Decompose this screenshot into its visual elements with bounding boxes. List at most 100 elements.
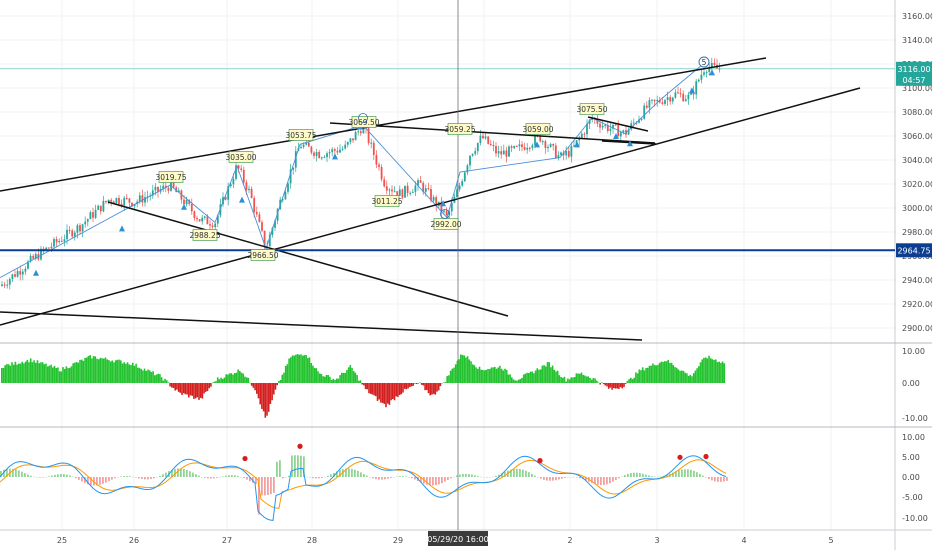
oscillator-bar bbox=[485, 369, 488, 383]
candle bbox=[94, 209, 97, 218]
time-tick: 29 bbox=[393, 536, 403, 545]
macd-histogram-bar bbox=[174, 468, 176, 477]
oscillator-bar bbox=[499, 365, 501, 383]
candle bbox=[318, 152, 321, 159]
oscillator-bar bbox=[206, 383, 209, 392]
oscillator-bar bbox=[208, 383, 210, 389]
wave-label: 3053.75 bbox=[285, 131, 316, 140]
price-tick: 2940.00 bbox=[902, 276, 932, 285]
oscillator-bar bbox=[205, 383, 207, 392]
oscillator-bar bbox=[434, 383, 437, 395]
candle bbox=[479, 135, 482, 143]
oscillator-bar bbox=[249, 382, 251, 384]
macd-histogram-bar bbox=[273, 477, 275, 493]
oscillator-bar bbox=[584, 375, 586, 383]
signal-triangle bbox=[181, 203, 187, 210]
macd-histogram-bar bbox=[294, 455, 296, 477]
wave-circle bbox=[698, 56, 710, 68]
signal-triangle bbox=[709, 69, 715, 76]
macd-histogram-bar bbox=[0, 470, 2, 477]
macd-histogram-bar bbox=[345, 468, 347, 477]
candle bbox=[190, 203, 193, 212]
candle bbox=[281, 199, 284, 201]
candle bbox=[606, 125, 609, 131]
macd-histogram-bar bbox=[291, 455, 293, 477]
oscillator-bar bbox=[347, 367, 350, 383]
oscillator-bar bbox=[43, 364, 46, 383]
oscillator-bar bbox=[718, 361, 720, 383]
wave-label: 3035.00 bbox=[225, 153, 256, 162]
macd-histogram-bar bbox=[186, 469, 188, 477]
macd-cross-dot bbox=[677, 454, 683, 460]
oscillator-bar bbox=[162, 380, 165, 383]
oscillator-bar bbox=[53, 365, 56, 383]
macd-histogram-bar bbox=[237, 475, 239, 477]
oscillator-bar bbox=[164, 378, 166, 383]
macd-histogram-bar bbox=[381, 477, 383, 480]
macd-histogram-bar bbox=[681, 469, 683, 477]
candle bbox=[604, 125, 607, 127]
oscillator-bar bbox=[487, 368, 489, 383]
candle bbox=[396, 191, 399, 196]
macd-histogram-bar bbox=[459, 474, 461, 477]
oscillator-bar bbox=[201, 383, 204, 399]
candle bbox=[375, 154, 378, 165]
oscillator-bar bbox=[429, 383, 431, 396]
macd-histogram-bar bbox=[333, 472, 335, 477]
candle bbox=[640, 118, 643, 120]
oscillator-bar bbox=[431, 383, 433, 395]
oscillator-bar bbox=[279, 380, 282, 383]
oscillator-bar bbox=[303, 355, 306, 383]
oscillator-bar bbox=[395, 383, 397, 397]
candle bbox=[697, 79, 700, 82]
oscillator-bar bbox=[613, 383, 615, 388]
macd-histogram-bar bbox=[561, 477, 563, 479]
oscillator-bar bbox=[692, 373, 695, 383]
oscillator-bar bbox=[220, 377, 222, 383]
macd-histogram-bar bbox=[432, 477, 434, 486]
macd-histogram-bar bbox=[288, 475, 290, 477]
macd-histogram-bar bbox=[522, 469, 524, 477]
candle bbox=[232, 178, 235, 185]
candle bbox=[497, 151, 500, 154]
oscillator-bar bbox=[359, 380, 362, 383]
oscillator-bar bbox=[106, 359, 108, 383]
oscillator-bar bbox=[594, 378, 596, 383]
macd-histogram-bar bbox=[279, 460, 281, 477]
candle bbox=[401, 189, 404, 198]
oscillator-bar bbox=[222, 378, 224, 383]
candle bbox=[302, 144, 305, 147]
candle bbox=[583, 133, 586, 135]
macd-histogram-bar bbox=[126, 475, 128, 477]
macd-histogram-bar bbox=[321, 477, 323, 478]
macd-histogram-bar bbox=[54, 474, 56, 477]
oscillator-bar bbox=[385, 383, 387, 408]
macd-histogram-bar bbox=[282, 477, 284, 479]
oscillator-bar bbox=[179, 383, 182, 393]
candle bbox=[539, 135, 542, 142]
candle bbox=[695, 81, 698, 95]
candle bbox=[664, 100, 666, 104]
oscillator-bar bbox=[24, 361, 27, 383]
oscillator-bar bbox=[475, 367, 477, 383]
oscillator-bar bbox=[466, 356, 469, 383]
candle bbox=[66, 229, 68, 240]
candle bbox=[645, 105, 648, 108]
candle bbox=[656, 99, 659, 102]
macd-histogram-bar bbox=[612, 477, 614, 482]
candle bbox=[700, 74, 703, 80]
oscillator-bar bbox=[679, 370, 681, 383]
price-tick: 3020.00 bbox=[902, 180, 932, 189]
oscillator-bar bbox=[682, 370, 685, 383]
oscillator-bar bbox=[300, 354, 302, 383]
oscillator-bar bbox=[369, 383, 372, 394]
oscillator-bar bbox=[565, 381, 567, 383]
oscillator-bar bbox=[383, 383, 386, 404]
candle bbox=[521, 144, 523, 148]
candle bbox=[414, 185, 417, 192]
candle bbox=[164, 185, 167, 188]
macd-histogram-bar bbox=[309, 477, 311, 478]
oscillator-bar bbox=[320, 374, 323, 383]
